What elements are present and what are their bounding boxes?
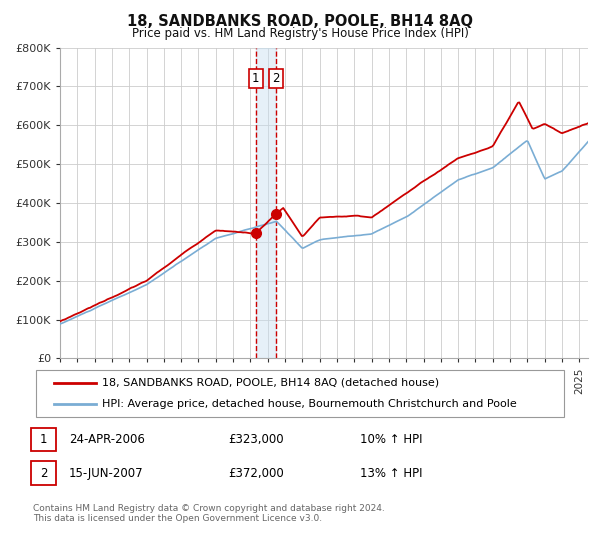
Text: Price paid vs. HM Land Registry's House Price Index (HPI): Price paid vs. HM Land Registry's House … — [131, 27, 469, 40]
Text: 18, SANDBANKS ROAD, POOLE, BH14 8AQ: 18, SANDBANKS ROAD, POOLE, BH14 8AQ — [127, 14, 473, 29]
Text: Contains HM Land Registry data © Crown copyright and database right 2024.
This d: Contains HM Land Registry data © Crown c… — [33, 504, 385, 524]
Text: 1: 1 — [40, 433, 47, 446]
Text: HPI: Average price, detached house, Bournemouth Christchurch and Poole: HPI: Average price, detached house, Bour… — [102, 399, 517, 409]
Text: 13% ↑ HPI: 13% ↑ HPI — [360, 466, 422, 480]
Text: 1: 1 — [252, 72, 260, 85]
Text: £372,000: £372,000 — [228, 466, 284, 480]
Text: 15-JUN-2007: 15-JUN-2007 — [69, 466, 143, 480]
Text: £323,000: £323,000 — [228, 433, 284, 446]
Text: 18, SANDBANKS ROAD, POOLE, BH14 8AQ (detached house): 18, SANDBANKS ROAD, POOLE, BH14 8AQ (det… — [102, 378, 439, 388]
Text: 2: 2 — [272, 72, 280, 85]
Text: 2: 2 — [40, 466, 47, 480]
Text: 24-APR-2006: 24-APR-2006 — [69, 433, 145, 446]
Bar — [256, 48, 276, 358]
Text: 10% ↑ HPI: 10% ↑ HPI — [360, 433, 422, 446]
